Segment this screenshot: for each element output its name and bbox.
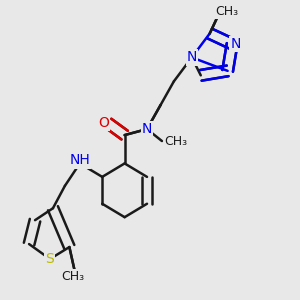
Text: CH₃: CH₃	[215, 4, 238, 18]
Text: CH₃: CH₃	[165, 134, 188, 148]
Text: O: O	[98, 116, 109, 130]
Text: CH₃: CH₃	[61, 270, 84, 284]
Text: S: S	[46, 252, 54, 266]
Text: NH: NH	[70, 154, 90, 167]
Text: N: N	[230, 37, 241, 51]
Text: N: N	[187, 50, 197, 64]
Text: N: N	[142, 122, 152, 136]
